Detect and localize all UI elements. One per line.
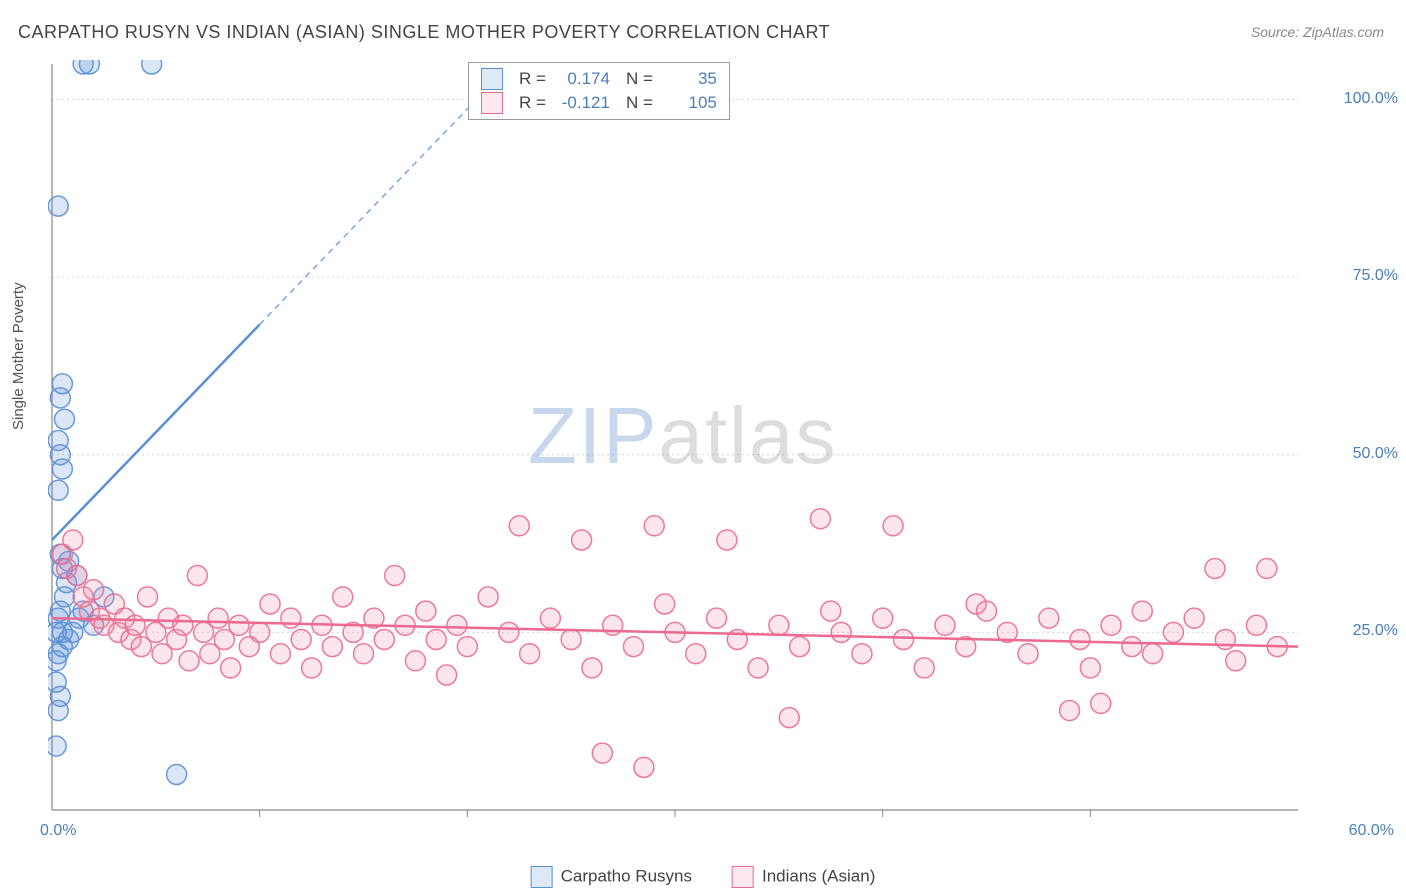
series-legend: Carpatho Rusyns Indians (Asian) <box>531 866 876 888</box>
legend-row: R = 0.174 N = 35 <box>481 67 717 91</box>
n-value: 35 <box>661 67 717 91</box>
y-axis-label: Single Mother Poverty <box>10 282 27 430</box>
legend-swatch <box>531 866 553 888</box>
chart-title: CARPATHO RUSYN VS INDIAN (ASIAN) SINGLE … <box>18 22 830 43</box>
y-tick-label: 75.0% <box>1353 267 1398 285</box>
chart-svg <box>48 60 1358 840</box>
legend-swatch <box>732 866 754 888</box>
series-name: Carpatho Rusyns <box>561 866 692 885</box>
y-tick-label: 50.0% <box>1353 445 1398 463</box>
plot-area: ZIPatlas R =0.174N =35R =-0.121N =105 <box>48 60 1358 840</box>
r-value: -0.121 <box>554 91 610 115</box>
n-label: N = <box>626 91 653 115</box>
n-label: N = <box>626 67 653 91</box>
legend-row: R = -0.121 N = 105 <box>481 91 717 115</box>
y-tick-label: 25.0% <box>1353 622 1398 640</box>
r-label: R = <box>519 91 546 115</box>
legend-swatch <box>481 92 503 114</box>
x-tick-label: 0.0% <box>40 822 76 840</box>
legend-swatch <box>481 68 503 90</box>
legend-item: Indians (Asian) <box>732 866 875 888</box>
source-label: Source: ZipAtlas.com <box>1251 24 1384 40</box>
correlation-legend: R = 0.174 N = 35 R = -0.121 N = 105 <box>468 62 730 120</box>
series-name: Indians (Asian) <box>762 866 875 885</box>
y-tick-label: 100.0% <box>1344 90 1398 108</box>
x-tick-label: 60.0% <box>1349 822 1394 840</box>
r-label: R = <box>519 67 546 91</box>
legend-item: Carpatho Rusyns <box>531 866 692 888</box>
r-value: 0.174 <box>554 67 610 91</box>
n-value: 105 <box>661 91 717 115</box>
